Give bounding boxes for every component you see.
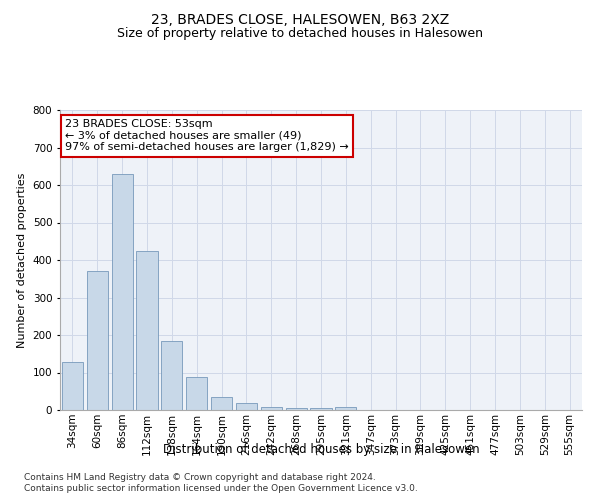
Text: Contains HM Land Registry data © Crown copyright and database right 2024.: Contains HM Land Registry data © Crown c… [24, 472, 376, 482]
Bar [62, 362, 83, 410]
Y-axis label: Number of detached properties: Number of detached properties [17, 172, 27, 348]
Bar [161, 340, 182, 410]
Bar [286, 408, 307, 410]
Bar [335, 407, 356, 410]
Bar [136, 250, 158, 410]
Text: 23 BRADES CLOSE: 53sqm
← 3% of detached houses are smaller (49)
97% of semi-deta: 23 BRADES CLOSE: 53sqm ← 3% of detached … [65, 119, 349, 152]
Text: Contains public sector information licensed under the Open Government Licence v3: Contains public sector information licen… [24, 484, 418, 493]
Text: Size of property relative to detached houses in Halesowen: Size of property relative to detached ho… [117, 28, 483, 40]
Text: 23, BRADES CLOSE, HALESOWEN, B63 2XZ: 23, BRADES CLOSE, HALESOWEN, B63 2XZ [151, 12, 449, 26]
Bar [310, 408, 332, 410]
Bar [112, 174, 133, 410]
Bar [186, 377, 207, 410]
Bar [87, 271, 108, 410]
Bar [261, 407, 282, 410]
Bar [236, 403, 257, 410]
Text: Distribution of detached houses by size in Halesowen: Distribution of detached houses by size … [163, 442, 479, 456]
Bar [211, 397, 232, 410]
